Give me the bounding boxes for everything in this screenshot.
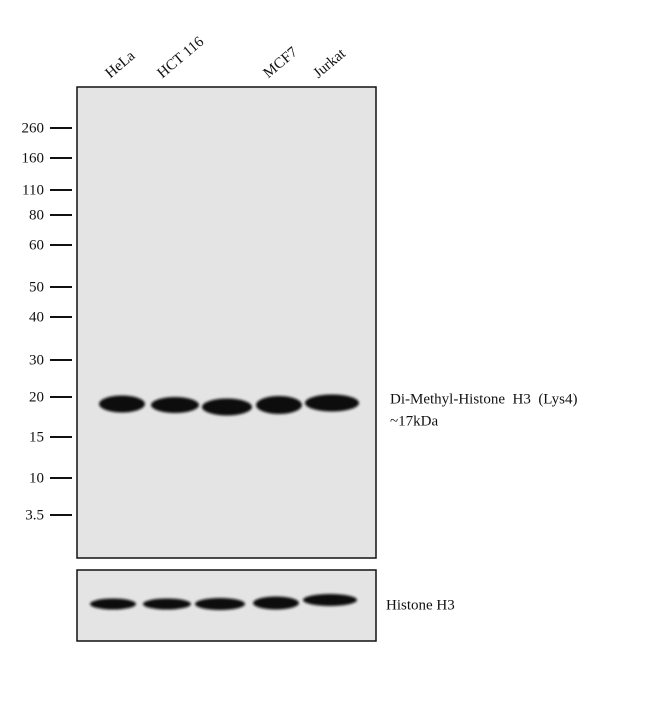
main-band-label: Di-Methyl-Histone H3 (Lys4) bbox=[390, 391, 577, 407]
band bbox=[305, 394, 359, 412]
main-band-size: ~17kDa bbox=[390, 413, 438, 429]
band bbox=[99, 395, 145, 413]
marker-label: 40 bbox=[29, 309, 44, 325]
marker-label: 20 bbox=[29, 389, 44, 405]
marker-label: 60 bbox=[29, 237, 44, 253]
main-blot-panel bbox=[76, 86, 377, 559]
marker-label: 3.5 bbox=[25, 507, 44, 523]
lane-label: HCT 116 bbox=[154, 33, 207, 81]
marker-label: 30 bbox=[29, 352, 44, 368]
band bbox=[202, 398, 252, 416]
band bbox=[303, 594, 357, 606]
marker-label: 50 bbox=[29, 279, 44, 295]
marker-label: 260 bbox=[22, 120, 45, 136]
main-bands bbox=[99, 394, 359, 416]
band bbox=[195, 598, 245, 610]
lane-label: Jurkat bbox=[310, 45, 349, 81]
band bbox=[90, 598, 136, 610]
lane-label: MCF7 bbox=[260, 44, 301, 82]
band bbox=[253, 596, 299, 610]
marker-label: 160 bbox=[22, 150, 45, 166]
control-band-label: Histone H3 bbox=[386, 597, 455, 613]
band bbox=[256, 396, 302, 414]
band bbox=[143, 598, 191, 610]
band bbox=[151, 397, 199, 413]
marker-label: 110 bbox=[22, 182, 44, 198]
marker-label: 15 bbox=[29, 429, 44, 445]
marker-label: 80 bbox=[29, 207, 44, 223]
lane-label: HeLa bbox=[102, 48, 138, 82]
marker-label: 10 bbox=[29, 470, 44, 486]
control-bands bbox=[90, 594, 357, 610]
